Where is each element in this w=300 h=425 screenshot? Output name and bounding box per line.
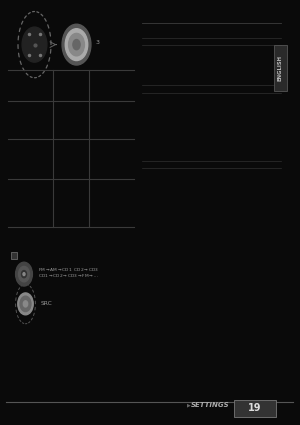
Circle shape	[22, 271, 26, 278]
Text: SETTINGS: SETTINGS	[191, 402, 229, 408]
Circle shape	[73, 40, 80, 50]
Circle shape	[19, 266, 29, 282]
Text: ▶: ▶	[187, 402, 191, 407]
Circle shape	[23, 301, 28, 307]
Circle shape	[69, 34, 84, 56]
Circle shape	[22, 27, 47, 62]
Circle shape	[18, 293, 33, 315]
Text: 19: 19	[248, 403, 262, 414]
Circle shape	[62, 24, 91, 65]
Text: CD1$\rightarrow$CD2$\rightarrow$CD3$\rightarrow$FM$\rightarrow$...: CD1$\rightarrow$CD2$\rightarrow$CD3$\rig…	[38, 272, 99, 279]
Text: FM$\rightarrow$AM$\rightarrow$CD1  CD2$\rightarrow$CD3: FM$\rightarrow$AM$\rightarrow$CD1 CD2$\r…	[38, 266, 99, 272]
Circle shape	[23, 273, 25, 275]
Text: SRC: SRC	[41, 301, 52, 306]
Circle shape	[20, 296, 31, 312]
Bar	[11, 252, 17, 259]
Circle shape	[65, 29, 88, 60]
Text: 3: 3	[95, 40, 99, 45]
FancyBboxPatch shape	[274, 45, 286, 91]
Circle shape	[16, 262, 32, 286]
Bar	[234, 400, 276, 417]
Text: ENGLISH: ENGLISH	[278, 55, 283, 81]
